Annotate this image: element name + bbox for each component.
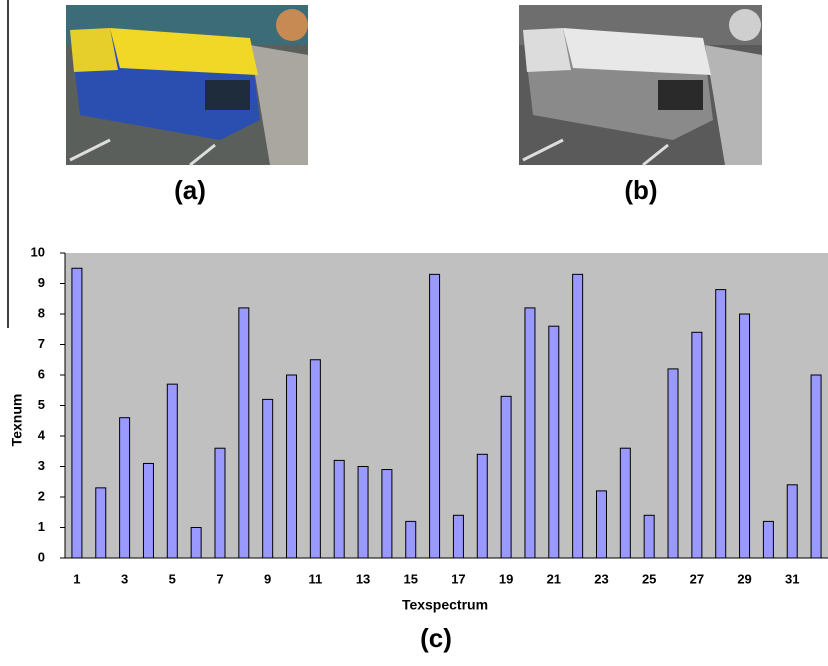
y-tick-label: 9 — [38, 275, 45, 290]
photo-a — [66, 5, 308, 165]
bar — [72, 268, 82, 558]
x-tick-label: 27 — [690, 571, 704, 586]
bar — [811, 375, 821, 558]
bar — [334, 460, 344, 558]
x-tick-label: 25 — [642, 571, 656, 586]
bar — [453, 515, 463, 558]
plot-area — [65, 253, 828, 558]
bar — [310, 360, 320, 558]
x-tick-label: 15 — [404, 571, 418, 586]
bar — [263, 399, 273, 558]
bar — [787, 485, 797, 558]
bar — [668, 369, 678, 558]
caption: (b) — [624, 175, 657, 205]
bar — [167, 384, 177, 558]
bar — [120, 418, 130, 558]
bar — [287, 375, 297, 558]
y-tick-label: 4 — [38, 427, 46, 442]
x-tick-label: 31 — [785, 571, 799, 586]
x-axis-title: Texspectrum — [402, 597, 488, 613]
x-tick-label: 17 — [451, 571, 465, 586]
bar — [573, 274, 583, 558]
bar — [215, 448, 225, 558]
bar — [644, 515, 654, 558]
y-axis-title: Texnum — [9, 394, 25, 447]
x-tick-label: 7 — [216, 571, 223, 586]
bar — [763, 521, 773, 558]
x-tick-label: 5 — [169, 571, 176, 586]
bar — [525, 308, 535, 558]
bar — [501, 396, 511, 558]
figure: (a) (b) (c) Texspectrum Texnum 012345678… — [0, 0, 828, 661]
bar — [596, 491, 606, 558]
bar — [96, 488, 106, 558]
bar — [143, 463, 153, 558]
y-tick-label: 5 — [38, 397, 45, 412]
caption: (c) — [420, 623, 452, 653]
x-tick-label: 21 — [547, 571, 561, 586]
bar — [716, 290, 726, 558]
x-tick-label: 19 — [499, 571, 513, 586]
bar — [477, 454, 487, 558]
y-tick-label: 2 — [38, 488, 45, 503]
x-tick-label: 23 — [594, 571, 608, 586]
bar — [620, 448, 630, 558]
x-tick-label: 9 — [264, 571, 271, 586]
bar — [406, 521, 416, 558]
x-tick-label: 3 — [121, 571, 128, 586]
y-tick-label: 8 — [38, 305, 45, 320]
x-tick-label: 11 — [308, 571, 322, 586]
x-tick-label: 1 — [73, 571, 80, 586]
x-tick-label: 29 — [737, 571, 751, 586]
bar — [430, 274, 440, 558]
bar — [358, 467, 368, 559]
y-tick-label: 10 — [31, 244, 45, 259]
y-tick-label: 0 — [38, 549, 45, 564]
x-tick-label: 13 — [356, 571, 370, 586]
y-tick-label: 1 — [38, 519, 45, 534]
y-tick-label: 3 — [38, 458, 45, 473]
y-tick-label: 6 — [38, 366, 45, 381]
bar — [692, 332, 702, 558]
bar — [191, 528, 201, 559]
y-tick-label: 7 — [38, 336, 45, 351]
bar — [549, 326, 559, 558]
caption: (a) — [174, 175, 206, 205]
bar — [382, 470, 392, 558]
bar — [239, 308, 249, 558]
bar — [740, 314, 750, 558]
photo-b — [519, 5, 762, 165]
